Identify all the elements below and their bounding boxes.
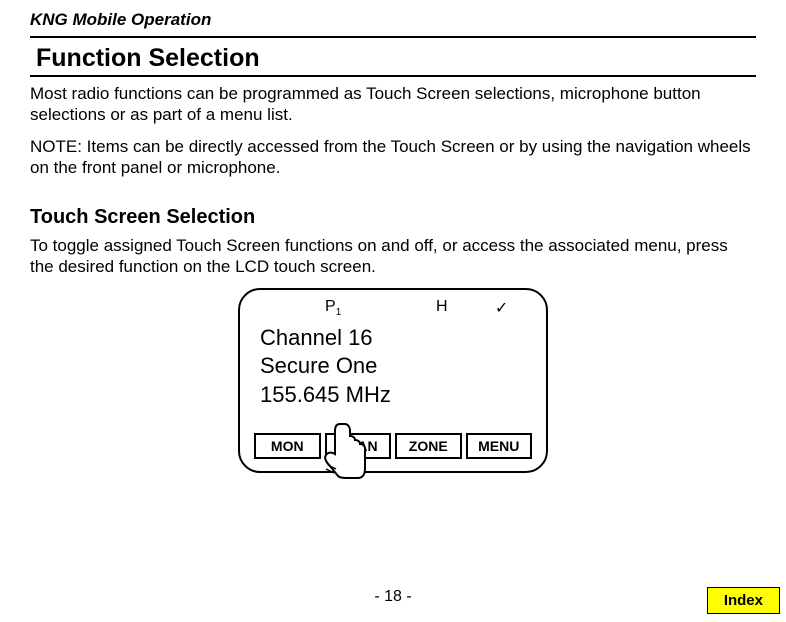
status-check-icon: ✓ xyxy=(495,298,508,318)
index-button[interactable]: Index xyxy=(707,587,780,614)
mon-button[interactable]: MON xyxy=(254,433,321,459)
rule-under-title xyxy=(30,75,756,77)
display-line-2: Secure One xyxy=(260,352,532,381)
display-line-1: Channel 16 xyxy=(260,324,532,353)
doc-header-title: KNG Mobile Operation xyxy=(30,10,756,30)
status-h: H xyxy=(436,298,448,318)
status-p1: P1 xyxy=(325,298,341,318)
subsection-para: To toggle assigned Touch Screen function… xyxy=(30,235,756,278)
section-title: Function Selection xyxy=(36,44,756,73)
rule-top xyxy=(30,36,756,38)
zone-button[interactable]: ZONE xyxy=(395,433,462,459)
section-para-1: Most radio functions can be programmed a… xyxy=(30,83,756,126)
status-row: P1 H ✓ xyxy=(254,298,532,318)
radio-display: P1 H ✓ Channel 16 Secure One 155.645 MHz… xyxy=(238,288,548,473)
scan-button[interactable]: SCAN xyxy=(325,433,392,459)
menu-button[interactable]: MENU xyxy=(466,433,533,459)
display-line-3: 155.645 MHz xyxy=(260,381,532,410)
page-number: - 18 - xyxy=(0,588,786,606)
subsection-title: Touch Screen Selection xyxy=(30,206,756,229)
section-para-2: NOTE: Items can be directly accessed fro… xyxy=(30,136,756,179)
